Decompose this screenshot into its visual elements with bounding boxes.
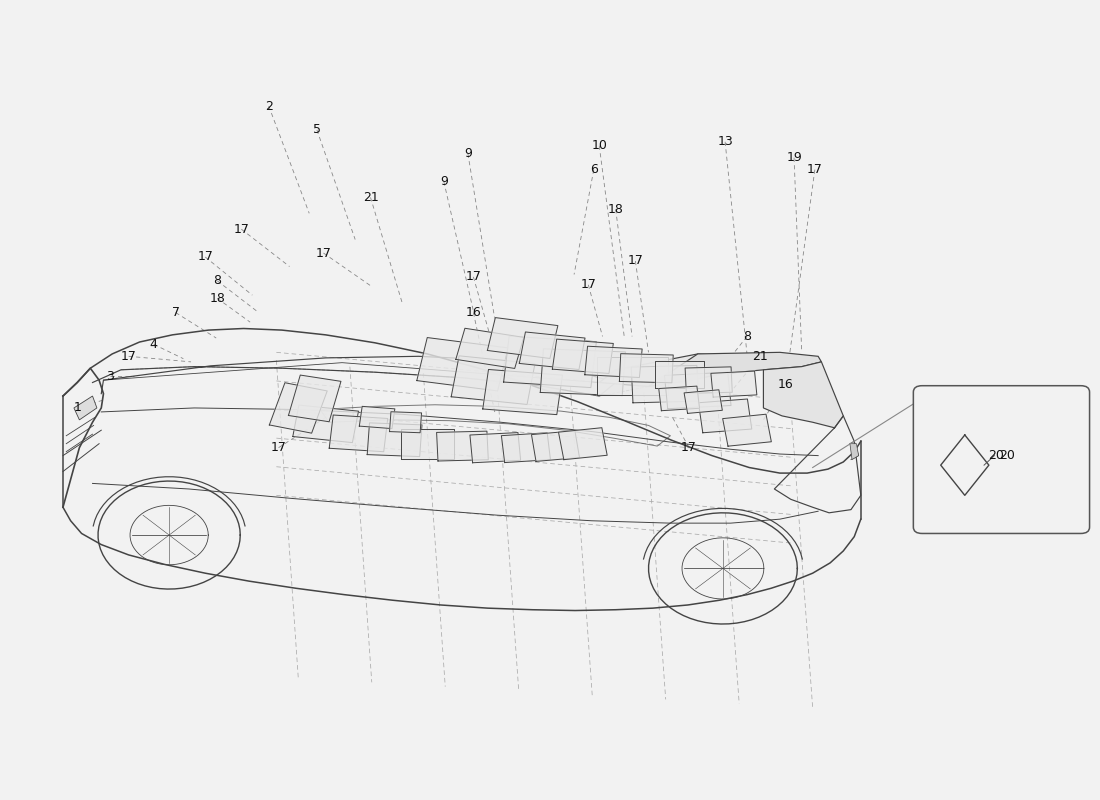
Polygon shape: [417, 338, 508, 391]
Polygon shape: [451, 356, 535, 405]
Text: 2: 2: [265, 99, 273, 113]
Text: 17: 17: [627, 254, 644, 267]
Polygon shape: [654, 362, 704, 388]
Text: 1: 1: [74, 402, 81, 414]
Polygon shape: [552, 339, 614, 374]
Text: 7: 7: [172, 306, 179, 319]
Polygon shape: [559, 428, 607, 460]
Text: 21: 21: [363, 191, 378, 204]
Polygon shape: [585, 346, 642, 378]
Text: 16: 16: [465, 306, 482, 319]
Polygon shape: [74, 396, 97, 420]
Text: 20: 20: [989, 449, 1004, 462]
Polygon shape: [288, 375, 341, 422]
Text: 17: 17: [807, 163, 823, 176]
Text: 3: 3: [106, 370, 114, 382]
Polygon shape: [619, 354, 673, 382]
Polygon shape: [270, 382, 327, 433]
Polygon shape: [389, 412, 421, 433]
Polygon shape: [504, 336, 596, 387]
Text: 17: 17: [233, 222, 250, 236]
Polygon shape: [850, 444, 859, 459]
Polygon shape: [540, 349, 626, 395]
Text: 9: 9: [440, 175, 448, 188]
Polygon shape: [402, 429, 453, 458]
Text: 9: 9: [464, 147, 472, 160]
Polygon shape: [470, 433, 520, 462]
Polygon shape: [519, 332, 585, 370]
Polygon shape: [360, 406, 395, 429]
Text: 17: 17: [271, 441, 286, 454]
Polygon shape: [455, 328, 524, 369]
Polygon shape: [631, 366, 698, 403]
Polygon shape: [293, 405, 359, 442]
Text: 17: 17: [465, 270, 482, 283]
Polygon shape: [664, 372, 732, 409]
Text: 16: 16: [778, 378, 793, 390]
Text: 4: 4: [150, 338, 157, 351]
Text: 17: 17: [121, 350, 136, 363]
Text: 17: 17: [581, 278, 596, 291]
Polygon shape: [596, 357, 668, 395]
Text: 6: 6: [590, 163, 597, 176]
Polygon shape: [367, 423, 422, 457]
Text: 13: 13: [717, 135, 733, 148]
Text: 21: 21: [752, 350, 768, 363]
Text: 20: 20: [1000, 449, 1015, 462]
Polygon shape: [437, 431, 488, 461]
FancyBboxPatch shape: [913, 386, 1090, 534]
Polygon shape: [698, 399, 751, 433]
Text: 8: 8: [213, 274, 221, 287]
Text: 8: 8: [742, 330, 751, 343]
Polygon shape: [659, 386, 700, 410]
Text: 19: 19: [786, 151, 802, 164]
Polygon shape: [711, 371, 757, 397]
Polygon shape: [763, 362, 844, 428]
Polygon shape: [329, 415, 387, 452]
Polygon shape: [487, 318, 558, 358]
Text: 18: 18: [607, 203, 624, 216]
Text: 18: 18: [209, 292, 226, 305]
Polygon shape: [531, 430, 580, 462]
Text: 17: 17: [316, 246, 331, 259]
Text: 17: 17: [197, 250, 213, 263]
Polygon shape: [483, 370, 562, 414]
Polygon shape: [649, 352, 822, 386]
Polygon shape: [723, 414, 771, 446]
Polygon shape: [502, 433, 550, 462]
Text: 5: 5: [312, 123, 321, 136]
Text: 10: 10: [592, 139, 607, 152]
Polygon shape: [685, 367, 733, 394]
Text: 17: 17: [681, 441, 697, 454]
Polygon shape: [684, 390, 723, 414]
Polygon shape: [600, 354, 747, 386]
